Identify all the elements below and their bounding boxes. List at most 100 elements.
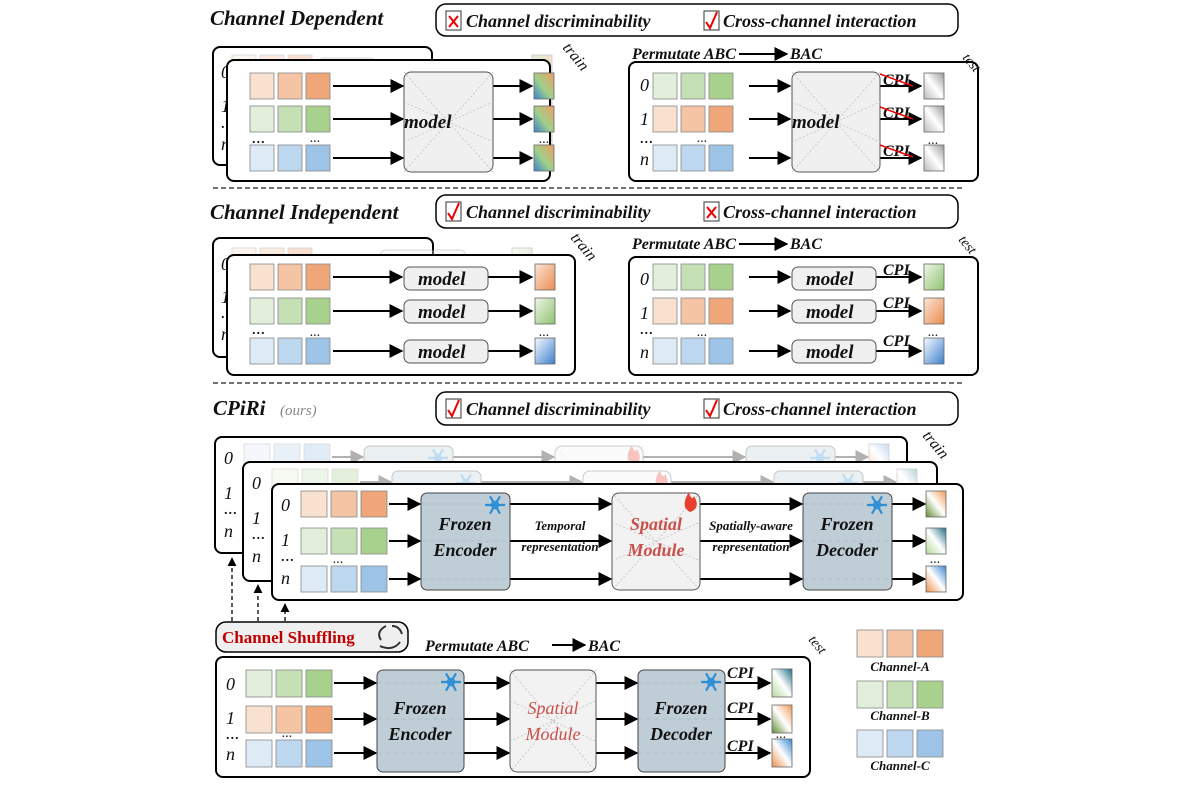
row-label: 1 xyxy=(221,96,230,116)
connection-lines xyxy=(791,71,881,173)
legend-label: Channel discriminability xyxy=(466,399,652,419)
svg-text:CPI: CPI xyxy=(727,700,754,717)
permutate-label: Permutate ABC xyxy=(424,638,529,655)
frozen-decoder-box xyxy=(802,492,893,591)
output-cell xyxy=(534,297,556,325)
cross-icon xyxy=(445,10,462,31)
row-label: n xyxy=(224,521,233,541)
svg-text:Frozen: Frozen xyxy=(437,514,491,534)
data-cell xyxy=(300,527,328,555)
data-cell xyxy=(856,729,884,758)
train-label: train xyxy=(919,428,952,463)
snowflake-core xyxy=(446,677,456,687)
flame-icon xyxy=(627,445,640,465)
legend-channel-a: Channel-A xyxy=(870,659,930,674)
svg-text:Channel Shuffling: Channel Shuffling xyxy=(222,628,355,647)
row-label: ... xyxy=(640,127,654,147)
cross-icon xyxy=(703,201,720,222)
row-label: ... xyxy=(930,552,941,567)
data-cell xyxy=(680,337,706,365)
svg-text:Decoder: Decoder xyxy=(815,540,879,560)
output-cell xyxy=(923,144,945,172)
train-panel-front: 01...n...... xyxy=(226,254,576,376)
model-labels: model model model model model model xyxy=(418,269,854,363)
data-cell xyxy=(305,263,331,291)
data-cell xyxy=(245,669,273,698)
data-cell xyxy=(249,105,275,133)
row-label: ... xyxy=(310,325,321,340)
test-panel: 01...n...... xyxy=(628,61,979,182)
data-cell xyxy=(708,105,734,133)
svg-text:Spatially-aware: Spatially-aware xyxy=(709,518,793,533)
row-label: 0 xyxy=(221,62,230,82)
data-cell xyxy=(277,105,303,133)
connection-lines xyxy=(611,492,701,591)
svg-text:representation: representation xyxy=(712,539,789,554)
output-cell xyxy=(533,105,555,133)
panel-frame xyxy=(226,59,551,182)
data-cell xyxy=(277,297,303,325)
channel-legend-swatches xyxy=(856,629,944,758)
row-label: 0 xyxy=(224,448,233,468)
output-cell xyxy=(925,565,947,593)
connection-lines xyxy=(403,71,494,173)
row-label: n xyxy=(252,546,261,566)
data-cell xyxy=(277,337,303,365)
snowflake-icon xyxy=(867,495,887,515)
data-cell xyxy=(916,680,944,709)
data-cell xyxy=(305,705,333,734)
row-label: ... xyxy=(640,318,654,338)
legend-label: Channel discriminability xyxy=(466,11,652,31)
flame-icon xyxy=(684,492,697,512)
row-label: ... xyxy=(281,545,295,565)
data-cell xyxy=(886,680,914,709)
data-cell xyxy=(330,490,358,518)
svg-text:representation: representation xyxy=(521,539,598,554)
data-cell xyxy=(330,565,358,593)
row-label: 0 xyxy=(281,495,290,515)
row-label: n xyxy=(226,744,235,764)
row-label: n xyxy=(221,324,230,344)
row-label: ... xyxy=(539,132,550,147)
data-cell xyxy=(249,297,275,325)
row-label: 0 xyxy=(640,75,649,95)
svg-text:model: model xyxy=(418,302,466,323)
data-cell xyxy=(305,297,331,325)
row-label: 1 xyxy=(221,287,230,307)
model-box xyxy=(403,299,489,324)
check-icon xyxy=(703,10,720,31)
legend-label: Cross-channel interaction xyxy=(723,399,917,419)
row-label: 0 xyxy=(640,269,649,289)
row-label: ... xyxy=(252,523,266,543)
legend-label: Cross-channel interaction xyxy=(723,202,917,222)
test-panel: 01...n...... xyxy=(215,656,811,778)
data-cell xyxy=(652,105,678,133)
output-cell xyxy=(923,263,945,291)
data-cell xyxy=(300,490,328,518)
data-cell xyxy=(305,72,331,100)
check-icon xyxy=(445,201,462,222)
svg-text:Spatial: Spatial xyxy=(527,698,578,718)
svg-text:Temporal: Temporal xyxy=(535,518,586,533)
channel-shuffling-button[interactable]: Channel Shuffling xyxy=(215,621,409,653)
cpi-labels: CPI CPI CPI xyxy=(727,665,754,755)
svg-text:CPI: CPI xyxy=(883,333,910,350)
data-cell xyxy=(305,669,333,698)
output-cell xyxy=(923,72,945,100)
channel-legend: Channel-A Channel-B Channel-C xyxy=(870,659,930,773)
train-panel-front: 01...n...... xyxy=(271,483,964,601)
svg-text:Module: Module xyxy=(525,724,581,744)
permutate-target: BAC xyxy=(789,46,822,63)
data-cell xyxy=(680,297,706,325)
train-panel-front: 01...n...... xyxy=(226,59,555,182)
snowflake-icon xyxy=(701,672,721,692)
output-cell xyxy=(771,704,793,734)
model-box xyxy=(791,339,877,364)
snowflake-arm xyxy=(445,672,457,692)
test-label: test xyxy=(805,633,830,658)
data-cell xyxy=(886,629,914,658)
section-title-channel-independent: Channel Independent xyxy=(210,200,400,224)
row-label: ... xyxy=(310,131,321,146)
data-cell xyxy=(305,739,333,768)
data-cell xyxy=(277,72,303,100)
